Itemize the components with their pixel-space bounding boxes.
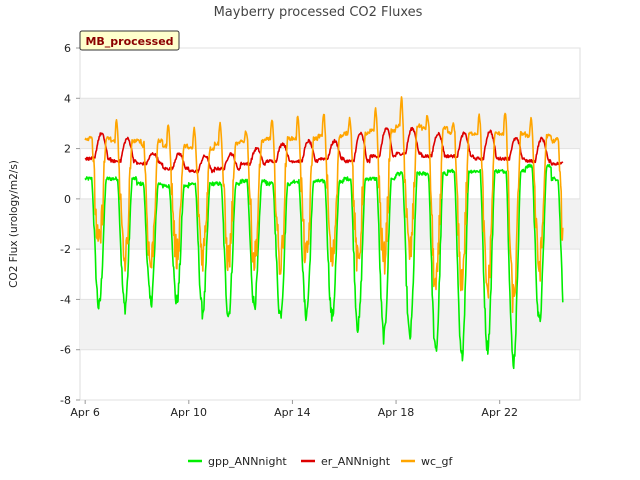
y-tick-label: -6 <box>60 344 71 357</box>
series-line-gpp-annnight <box>84 163 564 370</box>
y-tick-label: 6 <box>64 42 71 55</box>
x-tick-label: Apr 18 <box>378 406 415 419</box>
x-tick-label: Apr 10 <box>171 406 208 419</box>
y-tick-label: 4 <box>64 92 71 105</box>
legend-item: er_ANNnight <box>301 455 391 468</box>
legend-item: gpp_ANNnight <box>188 455 287 468</box>
series-line-wc-gf <box>84 96 564 314</box>
y-tick-label: -4 <box>60 293 71 306</box>
panel-badge: MB_processed <box>79 30 180 51</box>
x-tick-label: Apr 14 <box>274 406 311 419</box>
legend-label: er_ANNnight <box>321 455 391 468</box>
x-axis-ticks: Apr 6 Apr 10 Apr 14 Apr 18 Apr 22 <box>70 400 518 419</box>
legend-label: wc_gf <box>421 455 454 468</box>
y-axis-label: CO2 Flux (urology/m2/s) <box>8 160 20 288</box>
chart-title: Mayberry processed CO2 Fluxes <box>214 5 423 20</box>
legend-label: gpp_ANNnight <box>208 455 287 468</box>
y-tick-label: 2 <box>64 143 71 156</box>
plot-area <box>79 47 581 401</box>
series-line-er-annnight <box>84 126 564 174</box>
y-tick-label: 0 <box>64 193 71 206</box>
grid-lines <box>80 47 580 401</box>
badge-label: MB_processed <box>85 35 173 48</box>
y-tick-label: -2 <box>60 243 71 256</box>
x-tick-label: Apr 22 <box>481 406 518 419</box>
legend-item: wc_gf <box>401 455 454 468</box>
x-tick-label: Apr 6 <box>70 406 100 419</box>
y-axis-ticks: -8 -6 -4 -2 0 2 4 6 <box>60 42 80 407</box>
series-layer <box>84 96 564 370</box>
badge-box <box>79 30 180 51</box>
y-tick-label: -8 <box>60 394 71 407</box>
legend: gpp_ANNnight er_ANNnight wc_gf <box>188 455 454 468</box>
grid-band <box>80 98 580 149</box>
